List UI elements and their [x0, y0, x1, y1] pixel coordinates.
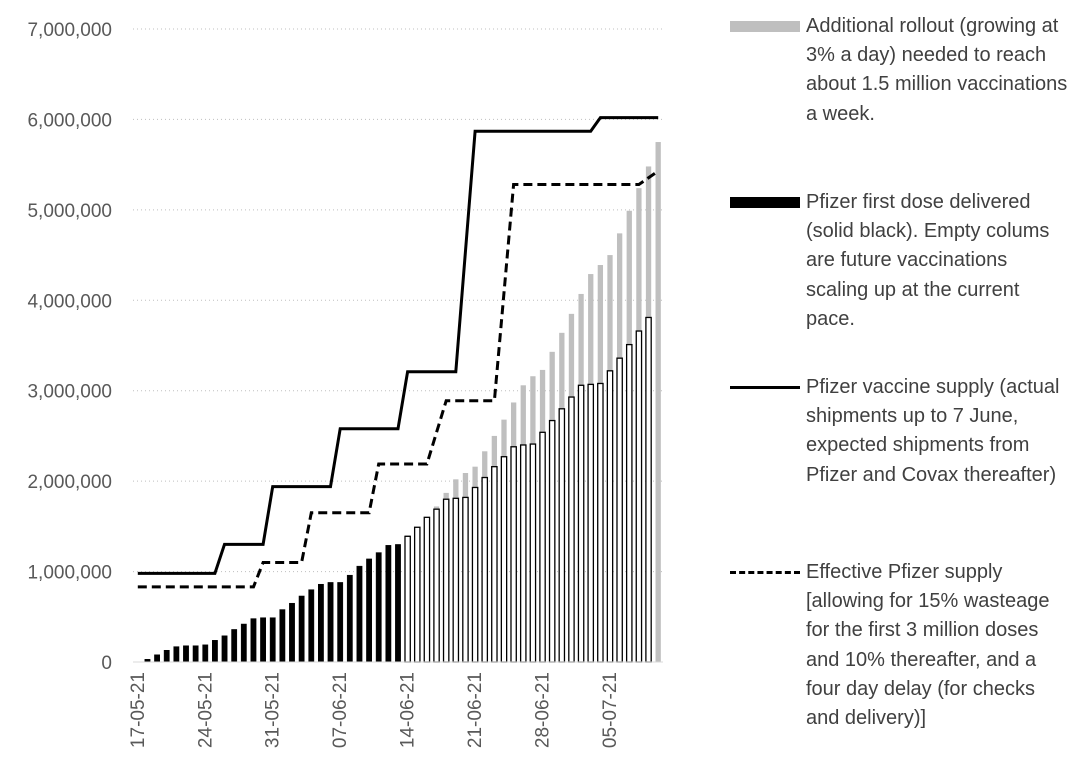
future-vaccination-bar	[423, 516, 431, 663]
x-tick-label: 21-06-21	[465, 672, 486, 748]
effective-supply-line	[137, 169, 660, 589]
future-vaccination-bar	[462, 496, 469, 663]
y-tick-label: 6,000,000	[27, 110, 112, 131]
first-dose-bar	[250, 618, 257, 663]
first-dose-bar	[192, 645, 199, 663]
first-dose-bar	[298, 595, 305, 663]
first-dose-bar	[318, 583, 324, 663]
future-vaccination-bar	[587, 383, 595, 663]
future-vaccination-bar	[616, 357, 623, 663]
future-vaccination-bar	[606, 370, 614, 663]
y-tick-label: 2,000,000	[27, 472, 112, 493]
future-vaccination-bar	[404, 535, 411, 663]
x-axis-tick-labels: 17-05-21 24-05-21 31-05-21 07-06-21 14-06-21…	[128, 672, 621, 748]
legend-swatch-dashed-line	[730, 571, 800, 574]
x-tick-label: 17-05-21	[128, 672, 149, 748]
future-vaccination-bar	[433, 508, 440, 663]
x-tick-label: 05-07-21	[600, 672, 621, 748]
y-tick-label: 5,000,000	[27, 201, 112, 222]
first-dose-bar	[327, 582, 334, 663]
first-dose-bar	[289, 602, 295, 663]
future-vaccination-bar	[481, 476, 489, 663]
future-vaccination-bar	[452, 497, 460, 663]
first-dose-bar	[221, 635, 228, 663]
future-vaccination-bar	[645, 316, 652, 663]
first-dose-bar	[183, 645, 189, 663]
legend-label: Pfizer first dose delivered (solid black…	[806, 191, 1050, 330]
future-vaccination-bar	[635, 330, 643, 663]
first-dose-bar	[163, 649, 170, 663]
y-axis-tick-labels: 0 1,000,000 2,000,000 3,000,000 4,000,000 5,0…	[27, 20, 112, 674]
bars	[144, 142, 661, 663]
legend-item-additional-rollout: Additional rollout (growing at 3% a day)…	[730, 12, 1070, 188]
additional-rollout-bar	[655, 142, 661, 663]
legend: Additional rollout (growing at 3% a day)…	[730, 12, 1070, 733]
future-vaccination-bar	[548, 419, 556, 663]
future-vaccination-bar	[519, 444, 527, 663]
future-vaccination-bar	[568, 396, 575, 663]
legend-label: Pfizer vaccine supply (actual shipments …	[806, 376, 1060, 486]
future-vaccination-bar	[539, 431, 546, 663]
future-vaccination-bar	[491, 466, 498, 663]
supply-lines	[137, 116, 660, 589]
future-vaccination-bar	[529, 443, 537, 663]
first-dose-bar	[395, 544, 401, 663]
first-dose-bar	[375, 552, 382, 663]
legend-swatch-black-bar	[730, 197, 800, 208]
legend-item-pfizer-first-dose: Pfizer first dose delivered (solid black…	[730, 188, 1070, 373]
x-tick-label: 28-06-21	[533, 672, 554, 748]
first-dose-bar	[346, 574, 353, 663]
y-tick-label: 0	[101, 653, 112, 674]
x-tick-label: 31-05-21	[263, 672, 284, 748]
future-vaccination-bar	[510, 446, 517, 663]
x-tick-label: 24-05-21	[195, 672, 216, 748]
first-dose-bar	[154, 654, 160, 663]
y-tick-label: 7,000,000	[27, 20, 112, 41]
future-vaccination-bar	[577, 384, 585, 663]
first-dose-bar	[337, 582, 344, 663]
first-dose-bar	[202, 644, 209, 663]
y-tick-label: 1,000,000	[27, 563, 112, 584]
future-vaccination-bar	[471, 486, 479, 663]
future-vaccination-bar	[442, 498, 450, 663]
legend-swatch-solid-line	[730, 386, 800, 389]
first-dose-bar	[173, 646, 180, 663]
first-dose-bar	[279, 609, 286, 663]
first-dose-bar	[366, 558, 372, 663]
legend-label: Additional rollout (growing at 3% a day)…	[806, 15, 1068, 125]
first-dose-bar	[260, 617, 266, 663]
first-dose-bar	[240, 623, 247, 663]
first-dose-bar	[231, 629, 238, 663]
first-dose-bar	[269, 617, 276, 663]
first-dose-bar	[356, 565, 363, 663]
future-vaccination-bar	[413, 526, 421, 663]
x-tick-label: 07-06-21	[330, 672, 351, 748]
future-vaccination-bar	[558, 408, 566, 663]
y-tick-label: 4,000,000	[27, 291, 112, 312]
x-tick-label: 14-06-21	[398, 672, 419, 748]
vaccine-supply-line	[137, 116, 659, 575]
first-dose-bar	[212, 640, 218, 663]
legend-item-pfizer-supply: Pfizer vaccine supply (actual shipments …	[730, 373, 1070, 558]
gridlines	[133, 28, 663, 573]
legend-item-effective-supply: Effective Pfizer supply [allowing for 15…	[730, 558, 1070, 733]
future-vaccination-bar	[500, 456, 508, 663]
first-dose-bar	[308, 589, 315, 663]
legend-label: Effective Pfizer supply [allowing for 15…	[806, 561, 1050, 730]
legend-swatch-grey-bar	[730, 21, 800, 32]
future-vaccination-bar	[625, 343, 633, 663]
y-tick-label: 3,000,000	[27, 382, 112, 403]
future-vaccination-bar	[597, 382, 604, 663]
first-dose-bar	[385, 545, 392, 663]
